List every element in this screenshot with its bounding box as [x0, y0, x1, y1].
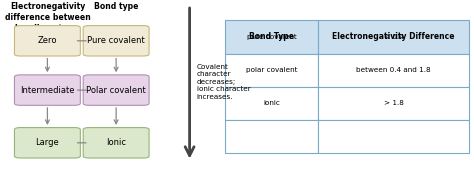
FancyBboxPatch shape — [83, 75, 149, 105]
Text: Zero: Zero — [37, 36, 57, 45]
FancyBboxPatch shape — [83, 26, 149, 56]
FancyBboxPatch shape — [225, 120, 318, 153]
FancyBboxPatch shape — [225, 20, 318, 54]
FancyBboxPatch shape — [318, 54, 469, 87]
FancyBboxPatch shape — [14, 128, 80, 158]
FancyBboxPatch shape — [14, 75, 80, 105]
Text: Intermediate: Intermediate — [20, 86, 74, 95]
Text: Covalent
character
decreases;
ionic character
increases.: Covalent character decreases; ionic char… — [197, 64, 250, 100]
Text: polar covalent: polar covalent — [246, 67, 297, 73]
FancyBboxPatch shape — [14, 26, 80, 56]
Text: ionic: ionic — [263, 100, 280, 106]
Text: Electronegativity Difference: Electronegativity Difference — [332, 32, 455, 41]
Text: Electronegativity
difference between
bonding atoms: Electronegativity difference between bon… — [5, 2, 90, 33]
Text: > 1.8: > 1.8 — [383, 100, 403, 106]
Text: between 0.4 and 1.8: between 0.4 and 1.8 — [356, 67, 431, 73]
Text: Bond type: Bond type — [94, 2, 138, 11]
FancyBboxPatch shape — [318, 120, 469, 153]
FancyBboxPatch shape — [83, 128, 149, 158]
Text: pure covalent: pure covalent — [246, 34, 296, 40]
Text: Pure covalent: Pure covalent — [87, 36, 145, 45]
Text: Polar covalent: Polar covalent — [86, 86, 146, 95]
FancyBboxPatch shape — [318, 20, 469, 54]
Text: Large: Large — [36, 138, 59, 147]
Text: < 0.4: < 0.4 — [383, 34, 403, 40]
Text: Bond Type: Bond Type — [249, 32, 294, 41]
FancyBboxPatch shape — [318, 87, 469, 120]
FancyBboxPatch shape — [225, 54, 318, 87]
FancyBboxPatch shape — [225, 87, 318, 120]
Text: Ionic: Ionic — [106, 138, 126, 147]
